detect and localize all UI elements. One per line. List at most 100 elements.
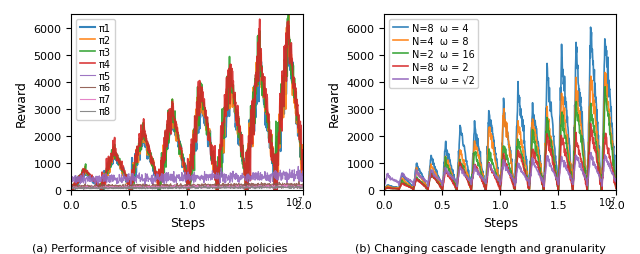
π2 xyxy=(82,172,90,175)
π6 xyxy=(125,187,132,190)
N=8  ω = 2 xyxy=(395,188,403,191)
π8 xyxy=(202,186,210,189)
N=2  ω = 16 xyxy=(381,188,388,191)
π3 xyxy=(215,158,223,162)
π3 xyxy=(208,157,216,161)
π2 xyxy=(268,138,275,141)
π2 xyxy=(300,171,307,174)
Line: π8: π8 xyxy=(72,186,303,189)
N=8  ω = √2 xyxy=(529,156,536,160)
π7 xyxy=(268,186,275,189)
π6 xyxy=(300,183,307,186)
π7 xyxy=(82,188,90,191)
N=8  ω = 4 xyxy=(515,101,523,104)
Line: N=8  ω = 2: N=8 ω = 2 xyxy=(385,124,616,190)
π3 xyxy=(202,116,210,119)
N=8  ω = √2 xyxy=(515,166,523,169)
π2 xyxy=(244,148,252,151)
Text: $10^7$: $10^7$ xyxy=(285,194,303,208)
N=8  ω = 4 xyxy=(580,150,588,153)
π7 xyxy=(244,185,252,188)
π1 xyxy=(209,159,216,162)
N=4  ω = 8 xyxy=(410,189,417,192)
π4 xyxy=(82,169,90,172)
π4 xyxy=(68,189,76,192)
π8 xyxy=(300,187,307,190)
N=8  ω = 4 xyxy=(522,152,529,155)
π8 xyxy=(82,187,90,190)
π1 xyxy=(300,166,307,169)
π7 xyxy=(281,183,289,186)
N=8  ω = 2 xyxy=(580,173,588,177)
π3 xyxy=(267,147,275,150)
N=4  ω = 8 xyxy=(381,187,388,190)
X-axis label: Steps: Steps xyxy=(170,216,205,229)
π7 xyxy=(209,186,216,189)
N=8  ω = √2 xyxy=(381,183,388,186)
Legend: π1, π2, π3, π4, π5, π6, π7, π8: π1, π2, π3, π4, π5, π6, π7, π8 xyxy=(76,20,115,121)
π5 xyxy=(294,165,302,168)
π2 xyxy=(68,187,76,190)
Line: π3: π3 xyxy=(72,16,303,191)
N=8  ω = √2 xyxy=(587,151,595,154)
π2 xyxy=(216,165,223,168)
π1 xyxy=(68,188,76,191)
X-axis label: Steps: Steps xyxy=(483,216,518,229)
Text: (a) Performance of visible and hidden policies: (a) Performance of visible and hidden po… xyxy=(32,244,288,253)
π6 xyxy=(209,184,216,187)
Line: N=4  ω = 8: N=4 ω = 8 xyxy=(385,73,616,190)
Line: π4: π4 xyxy=(72,20,303,190)
Text: $10^7$: $10^7$ xyxy=(598,194,616,208)
Line: π1: π1 xyxy=(72,46,303,191)
π4 xyxy=(215,149,223,152)
π5 xyxy=(202,179,210,182)
π5 xyxy=(209,170,216,173)
π1 xyxy=(202,127,210,130)
π7 xyxy=(82,186,90,189)
Line: N=8  ω = √2: N=8 ω = √2 xyxy=(385,153,616,187)
Y-axis label: Reward: Reward xyxy=(328,79,341,126)
π7 xyxy=(216,186,223,189)
N=8  ω = 2 xyxy=(381,188,388,191)
π3 xyxy=(285,14,292,18)
π8 xyxy=(244,186,252,189)
N=2  ω = 16 xyxy=(438,189,446,192)
N=8  ω = √2 xyxy=(395,181,403,184)
π4 xyxy=(256,19,264,22)
π7 xyxy=(68,186,76,189)
N=8  ω = 4 xyxy=(395,186,403,189)
π1 xyxy=(284,44,292,47)
π3 xyxy=(68,189,76,192)
N=8  ω = √2 xyxy=(453,185,461,188)
π1 xyxy=(216,163,223,166)
N=8  ω = 2 xyxy=(612,187,620,190)
Line: π6: π6 xyxy=(72,182,303,189)
π6 xyxy=(202,185,210,188)
N=2  ω = 16 xyxy=(522,168,529,171)
π1 xyxy=(82,173,90,177)
N=8  ω = 2 xyxy=(453,189,461,192)
π5 xyxy=(141,184,149,187)
N=8  ω = 2 xyxy=(529,149,536,152)
N=8  ω = 2 xyxy=(515,155,523,158)
N=8  ω = 4 xyxy=(557,87,564,90)
π6 xyxy=(244,183,252,186)
Line: π7: π7 xyxy=(72,185,303,189)
π4 xyxy=(202,112,210,115)
N=8  ω = √2 xyxy=(612,180,620,183)
N=2  ω = 16 xyxy=(515,146,523,149)
π6 xyxy=(268,184,275,187)
π6 xyxy=(68,186,76,189)
N=8  ω = 4 xyxy=(612,184,620,187)
π2 xyxy=(209,164,216,167)
N=8  ω = 4 xyxy=(381,187,388,190)
N=4  ω = 8 xyxy=(515,132,523,135)
π6 xyxy=(216,185,223,188)
π8 xyxy=(80,188,88,191)
Legend: N=8  ω = 4, N=4  ω = 8, N=2  ω = 16, N=8  ω = 2, N=8  ω = √2: N=8 ω = 4, N=4 ω = 8, N=2 ω = 16, N=8 ω … xyxy=(389,20,478,89)
π3 xyxy=(82,163,90,166)
π5 xyxy=(244,180,252,183)
π1 xyxy=(97,189,104,192)
N=4  ω = 8 xyxy=(557,123,564,126)
N=8  ω = 4 xyxy=(410,189,417,192)
